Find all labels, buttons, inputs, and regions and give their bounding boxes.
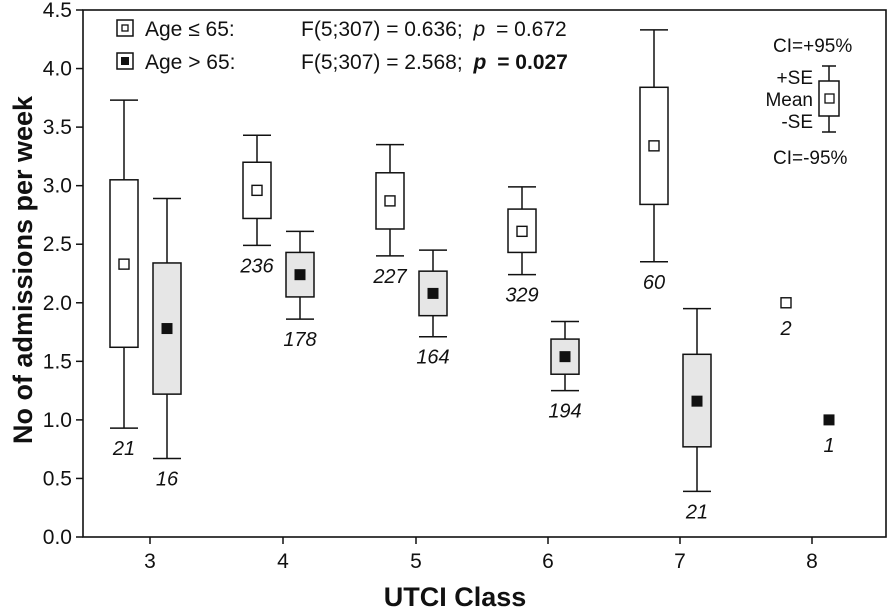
y-tick-label: 3.5: [43, 116, 72, 139]
mean-marker-filled: [161, 323, 173, 335]
n-label: 1: [823, 435, 834, 457]
mean-marker-filled: [427, 287, 439, 299]
mean-marker-open: [648, 140, 660, 152]
mean-marker-filled: [691, 395, 703, 407]
legend-group-label: Age ≤ 65:: [145, 18, 235, 41]
legend-entry-age-gt-65: Age > 65: F(5;307) = 2.568; p = 0.027: [116, 51, 568, 74]
legend-open-square-dot: [121, 24, 129, 32]
mean-marker-open: [251, 184, 263, 197]
se-box: [682, 353, 712, 448]
y-tick-label: 4.5: [43, 0, 72, 22]
box-key: CI=+95% +SE Mean -SE CI=-95%: [765, 36, 852, 169]
plot-area: 0.00.51.01.52.02.53.03.54.04.53 4 5 6 7 82123…: [43, 0, 887, 573]
legend-p-value: = 0.027: [497, 51, 568, 74]
x-tick-label: 3: [144, 550, 156, 573]
y-tick-label: 3.0: [43, 175, 72, 198]
mean-marker-open: [118, 258, 130, 270]
n-label: 2: [779, 318, 791, 340]
legend-p-value: = 0.672: [496, 18, 567, 41]
n-label: 236: [239, 255, 274, 277]
y-tick-label: 2.0: [43, 292, 72, 315]
legend-stat: F(5;307) = 2.568;: [301, 51, 463, 74]
y-tick-label: 1.0: [43, 409, 72, 432]
x-tick-label: 6: [542, 550, 554, 573]
plot-frame: [82, 9, 887, 538]
n-label: 16: [156, 469, 179, 491]
mean-marker-open: [780, 297, 792, 309]
n-label: 329: [505, 285, 538, 307]
n-label: 178: [283, 329, 316, 351]
legend-p-label: p: [473, 18, 486, 41]
legend-stat-text: F(5;307) = 2.568; p = 0.027: [301, 51, 568, 74]
legend-filled-square-dot: [121, 57, 129, 65]
key-mean-marker: [824, 93, 835, 104]
legend: Age ≤ 65: F(5;307) = 0.636; p = 0.672 Ag…: [116, 18, 568, 74]
y-tick-label: 0.0: [43, 526, 72, 549]
n-label: 164: [416, 347, 449, 369]
x-axis-label: UTCI Class: [384, 582, 527, 611]
x-tick-label: 8: [806, 550, 818, 573]
y-tick-label: 0.5: [43, 467, 72, 490]
key-mean-label: Mean: [765, 90, 813, 111]
y-axis-label: No of admissions per week: [8, 95, 38, 444]
key-ci-upper-label: CI=+95%: [773, 36, 852, 57]
legend-entry-age-le-65: Age ≤ 65: F(5;307) = 0.636; p = 0.672: [116, 18, 567, 41]
legend-stat: F(5;307) = 0.636;: [301, 18, 463, 41]
x-tick-label: 5: [410, 550, 422, 573]
legend-group-label: Age > 65:: [145, 51, 236, 74]
mean-marker-filled: [559, 351, 571, 363]
y-tick-label: 4.0: [43, 58, 72, 81]
n-label: 60: [643, 272, 665, 294]
x-tick-label: 4: [277, 550, 289, 573]
n-label: 194: [548, 401, 581, 423]
y-tick-label: 2.5: [43, 233, 72, 256]
key-se-upper-label: +SE: [777, 68, 813, 89]
key-ci-lower-label: CI=-95%: [773, 148, 848, 169]
legend-p-label: p: [473, 51, 487, 74]
mean-marker-filled: [294, 269, 306, 281]
x-tick-label: 7: [674, 550, 686, 573]
mean-marker-open: [384, 195, 396, 207]
key-se-lower-label: -SE: [781, 112, 813, 133]
n-label: 21: [112, 438, 135, 460]
mean-marker-open: [516, 225, 528, 238]
y-tick-label: 1.5: [43, 350, 72, 373]
legend-stat-text: F(5;307) = 0.636; p = 0.672: [301, 18, 567, 41]
mean-marker-filled: [823, 414, 835, 426]
n-label: 21: [685, 501, 708, 523]
n-label: 227: [372, 266, 407, 288]
